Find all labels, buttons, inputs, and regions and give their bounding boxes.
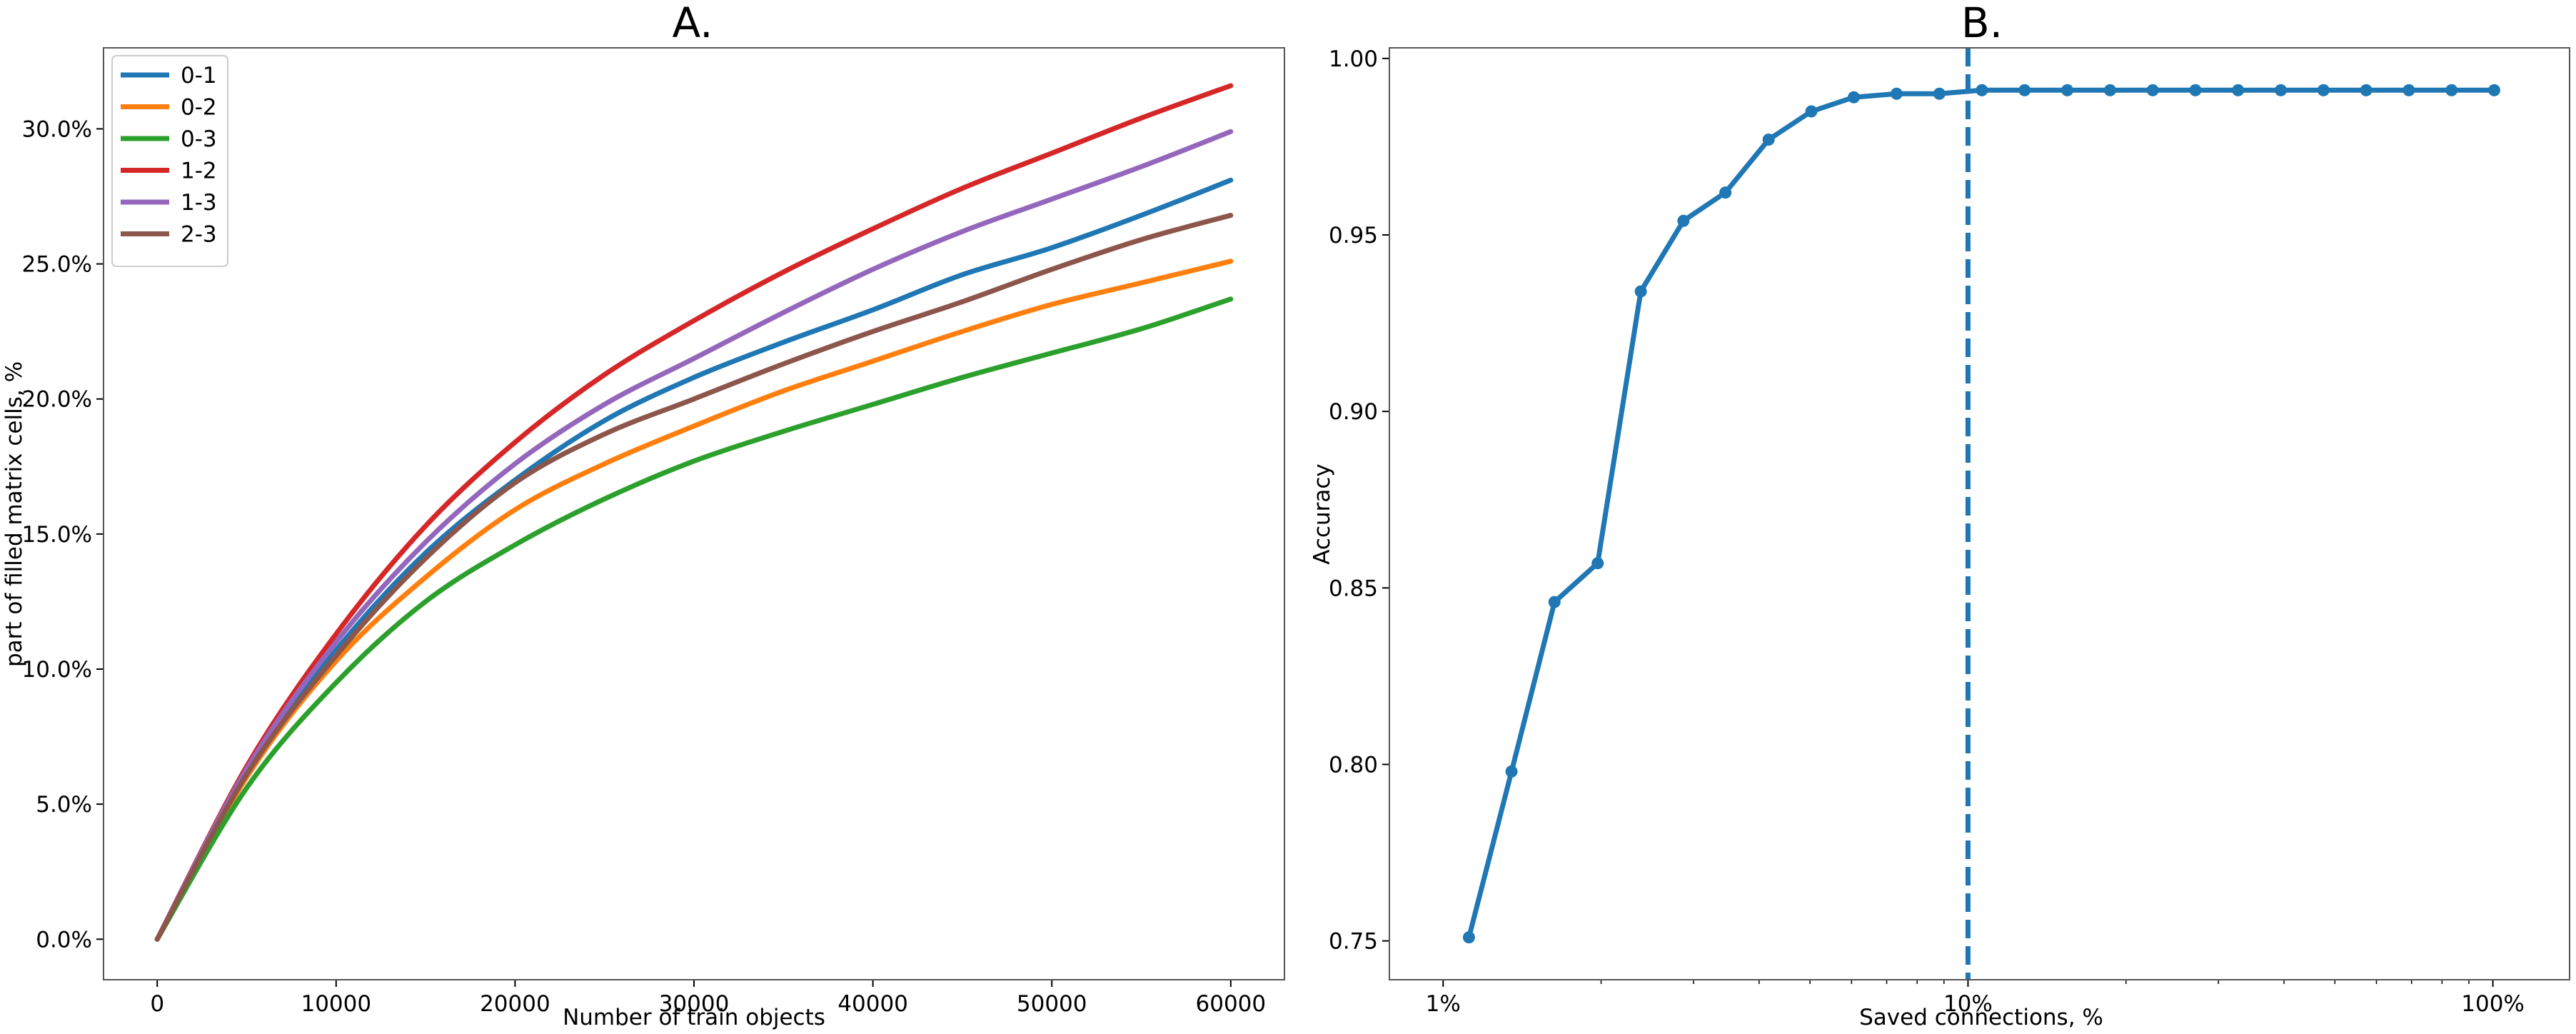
panel-a-y-tick-label: 0.0% (36, 927, 92, 953)
panel-a-legend-label: 1-2 (181, 159, 217, 184)
panel-b-x-tick-label: 1% (1426, 991, 1461, 1017)
panel-b-data-point (1505, 765, 1518, 778)
panel-b-axes-frame (1389, 47, 2570, 980)
panel-b-data-point (2275, 84, 2288, 96)
panel-b-chart: B. 1% 10% 100% 0.75 0.80 0.85 0.90 0.95 1.00 Sav… (1309, 0, 2570, 1030)
panel-a-x-tick-label: 40000 (837, 991, 908, 1017)
panel-b-data-point (2146, 84, 2159, 96)
panel-b-data-point (1634, 285, 1647, 298)
panel-b-series-line (1466, 87, 2495, 938)
panel-b-data-point (1976, 84, 1988, 96)
panel-a-label: A. (672, 0, 713, 47)
panel-b-data-point (1805, 105, 1818, 118)
panel-b-data-point (2061, 84, 2074, 96)
panel-a-y-tick-label: 25.0% (22, 252, 92, 278)
panel-b-y-tick-label: 0.95 (1329, 223, 1378, 249)
panel-a-x-tick-label: 20000 (480, 991, 550, 1017)
panel-a-series-line-0-1 (154, 177, 1234, 942)
panel-a-plot-area: 0 10000 20000 30000 40000 50000 60000 0.0% 5.0% 1… (22, 83, 1267, 1017)
panel-a-x-tick-label: 50000 (1017, 991, 1087, 1017)
panel-a-y-tick-label: 5.0% (36, 792, 92, 818)
panel-b-data-point (1762, 134, 1775, 146)
panel-b-data-point (1719, 186, 1732, 199)
panel-b-y-tick-label: 0.80 (1329, 752, 1378, 778)
panel-a-x-tick-label: 0 (150, 991, 164, 1017)
panel-a-legend-label: 0-3 (181, 126, 217, 152)
panel-b-y-axis-label: Accuracy (1309, 463, 1335, 565)
panel-b-data-point (1890, 87, 1903, 100)
panel-a-legend-label: 1-3 (181, 190, 217, 216)
panel-b-data-point (2103, 84, 2116, 96)
panel-b-x-tick-label: 10% (1943, 991, 1993, 1017)
panel-b-data-point (2403, 84, 2415, 96)
panel-b-plot-area: 1% 10% 100% 0.75 0.80 0.85 0.90 0.95 1.00 (1329, 46, 2525, 1017)
panel-b-data-point (1933, 87, 1946, 100)
panel-b-data-point (2487, 84, 2500, 96)
panel-a-y-tick-label: 10.0% (22, 657, 92, 683)
panel-b-data-point (1548, 596, 1561, 608)
panel-b-data-point (2018, 84, 2031, 96)
panel-b-y-tick-label: 0.85 (1329, 576, 1378, 601)
panel-a-x-tick-label: 10000 (301, 991, 371, 1017)
panel-a-legend: 0-1 0-2 0-3 1-2 1-3 2-3 (111, 55, 228, 267)
panel-a-series-line-2-3 (154, 213, 1234, 942)
panel-a-y-tick-label: 30.0% (22, 116, 92, 142)
panel-b-data-point (1462, 931, 1475, 944)
panel-b-y-tick-label: 1.00 (1329, 46, 1378, 72)
panel-a-axes-frame (103, 47, 1285, 980)
panel-a-x-tick-label: 60000 (1196, 991, 1267, 1017)
panel-b-x-tick-label: 100% (2461, 991, 2525, 1017)
panel-b-y-tick-label: 0.90 (1329, 399, 1378, 425)
panel-a-series-line-1-2 (154, 83, 1234, 942)
panel-a-legend-label: 0-1 (181, 63, 217, 89)
panel-a-y-tick-label: 15.0% (22, 522, 92, 548)
panel-b-data-point (1848, 91, 1860, 104)
panel-a-series-line-0-2 (154, 258, 1234, 942)
panel-a-y-tick-label: 20.0% (22, 387, 92, 413)
panel-b-label: B. (1961, 0, 2003, 47)
panel-b-data-point (2317, 84, 2330, 96)
panel-b-data-point (2445, 84, 2458, 96)
panel-a-legend-label: 0-2 (181, 95, 217, 121)
panel-a-chart: A. 0 10000 20000 30000 40000 50000 60000 0.0% 5.… (1, 0, 1285, 1030)
panel-b-y-tick-label: 0.75 (1329, 929, 1378, 955)
panel-b-data-point (1591, 557, 1604, 570)
panel-a-legend-label: 2-3 (181, 222, 217, 248)
panel-b-x-axis-label: Saved connections, % (1859, 1005, 2103, 1030)
panel-a-series-line-0-3 (154, 296, 1234, 942)
panel-a-x-tick-label: 30000 (659, 991, 730, 1017)
panel-b-data-point (2360, 84, 2373, 96)
panel-b-data-point (2189, 84, 2202, 96)
panel-b-data-point (2232, 84, 2245, 96)
panel-a-x-axis-label: Number of train objects (563, 1005, 825, 1030)
panel-b-data-point (1677, 214, 1690, 227)
panel-a-series-line-1-3 (154, 129, 1234, 942)
panel-a-y-axis-label: part of filled matrix cells, % (1, 361, 27, 667)
